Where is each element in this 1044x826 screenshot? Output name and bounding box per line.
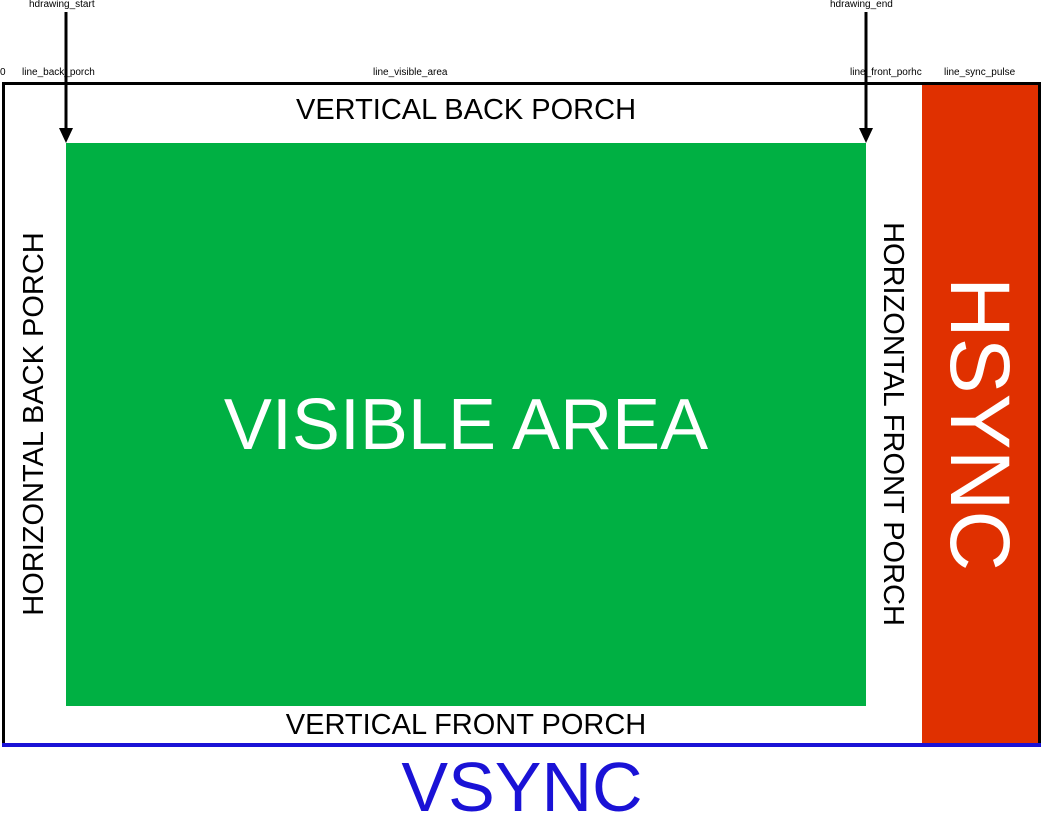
vsync-line [2,743,1041,747]
visible-area-region [66,143,866,706]
visible-area-label: VISIBLE AREA [223,385,709,465]
vertical-front-porch-label: VERTICAL FRONT PORCH [285,709,647,741]
hdrawing-start-label: hdrawing_start [29,0,95,10]
hsync-region [922,85,1038,744]
line-sync-pulse-label: line_sync_pulse [944,67,1016,78]
vertical-back-porch-label: VERTICAL BACK PORCH [295,94,637,126]
vsync-label: VSYNC [401,748,643,826]
timeline-zero-label: 0 [0,67,6,78]
line-front-porch-label: line_front_porhc [850,67,922,78]
hdrawing-end-arrow [859,12,873,143]
hdrawing-end-label: hdrawing_end [830,0,893,10]
hdrawing-start-arrow [59,12,73,143]
line-visible-area-label: line_visible_area [373,67,448,78]
line-back-porch-label: line_back_porch [22,67,95,78]
